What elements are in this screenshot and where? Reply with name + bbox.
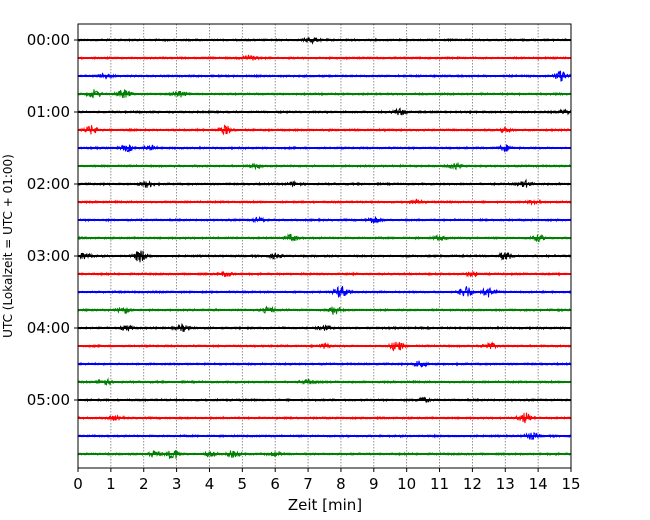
x-tick-label: 14 <box>529 475 548 493</box>
y-tick-label: 00:00 <box>27 31 70 49</box>
y-tick-label: 04:00 <box>27 319 70 337</box>
y-tick-label: 02:00 <box>27 175 70 193</box>
x-tick-label: 15 <box>561 475 580 493</box>
x-tick-label: 8 <box>336 475 346 493</box>
x-tick-label: 5 <box>238 475 248 493</box>
x-tick-label: 12 <box>463 475 482 493</box>
x-tick-label: 3 <box>172 475 182 493</box>
y-tick-label: 05:00 <box>27 391 70 409</box>
x-tick-label: 2 <box>139 475 149 493</box>
y-tick-label: 03:00 <box>27 247 70 265</box>
x-tick-label: 0 <box>73 475 83 493</box>
x-tick-label: 13 <box>496 475 515 493</box>
x-tick-label: 1 <box>106 475 116 493</box>
y-tick-label: 01:00 <box>27 103 70 121</box>
plot-frame <box>77 23 572 469</box>
seismic-traces <box>77 36 572 460</box>
grid-lines <box>110 24 539 468</box>
y-axis: 00:00 01:00 02:00 03:00 04:00 05:00 <box>27 31 78 409</box>
y-axis-label: UTC (Lokalzeit = UTC + 01:00) <box>1 154 15 338</box>
x-tick-label: 4 <box>205 475 215 493</box>
x-tick-label: 11 <box>430 475 449 493</box>
x-tick-label: 9 <box>369 475 379 493</box>
x-axis: 0 1 2 3 4 5 6 7 8 9 10 11 12 13 14 15 <box>73 468 581 493</box>
x-tick-label: 6 <box>270 475 280 493</box>
x-tick-label: 10 <box>397 475 416 493</box>
x-axis-label: Zeit [min] <box>288 496 362 514</box>
x-tick-label: 7 <box>303 475 313 493</box>
